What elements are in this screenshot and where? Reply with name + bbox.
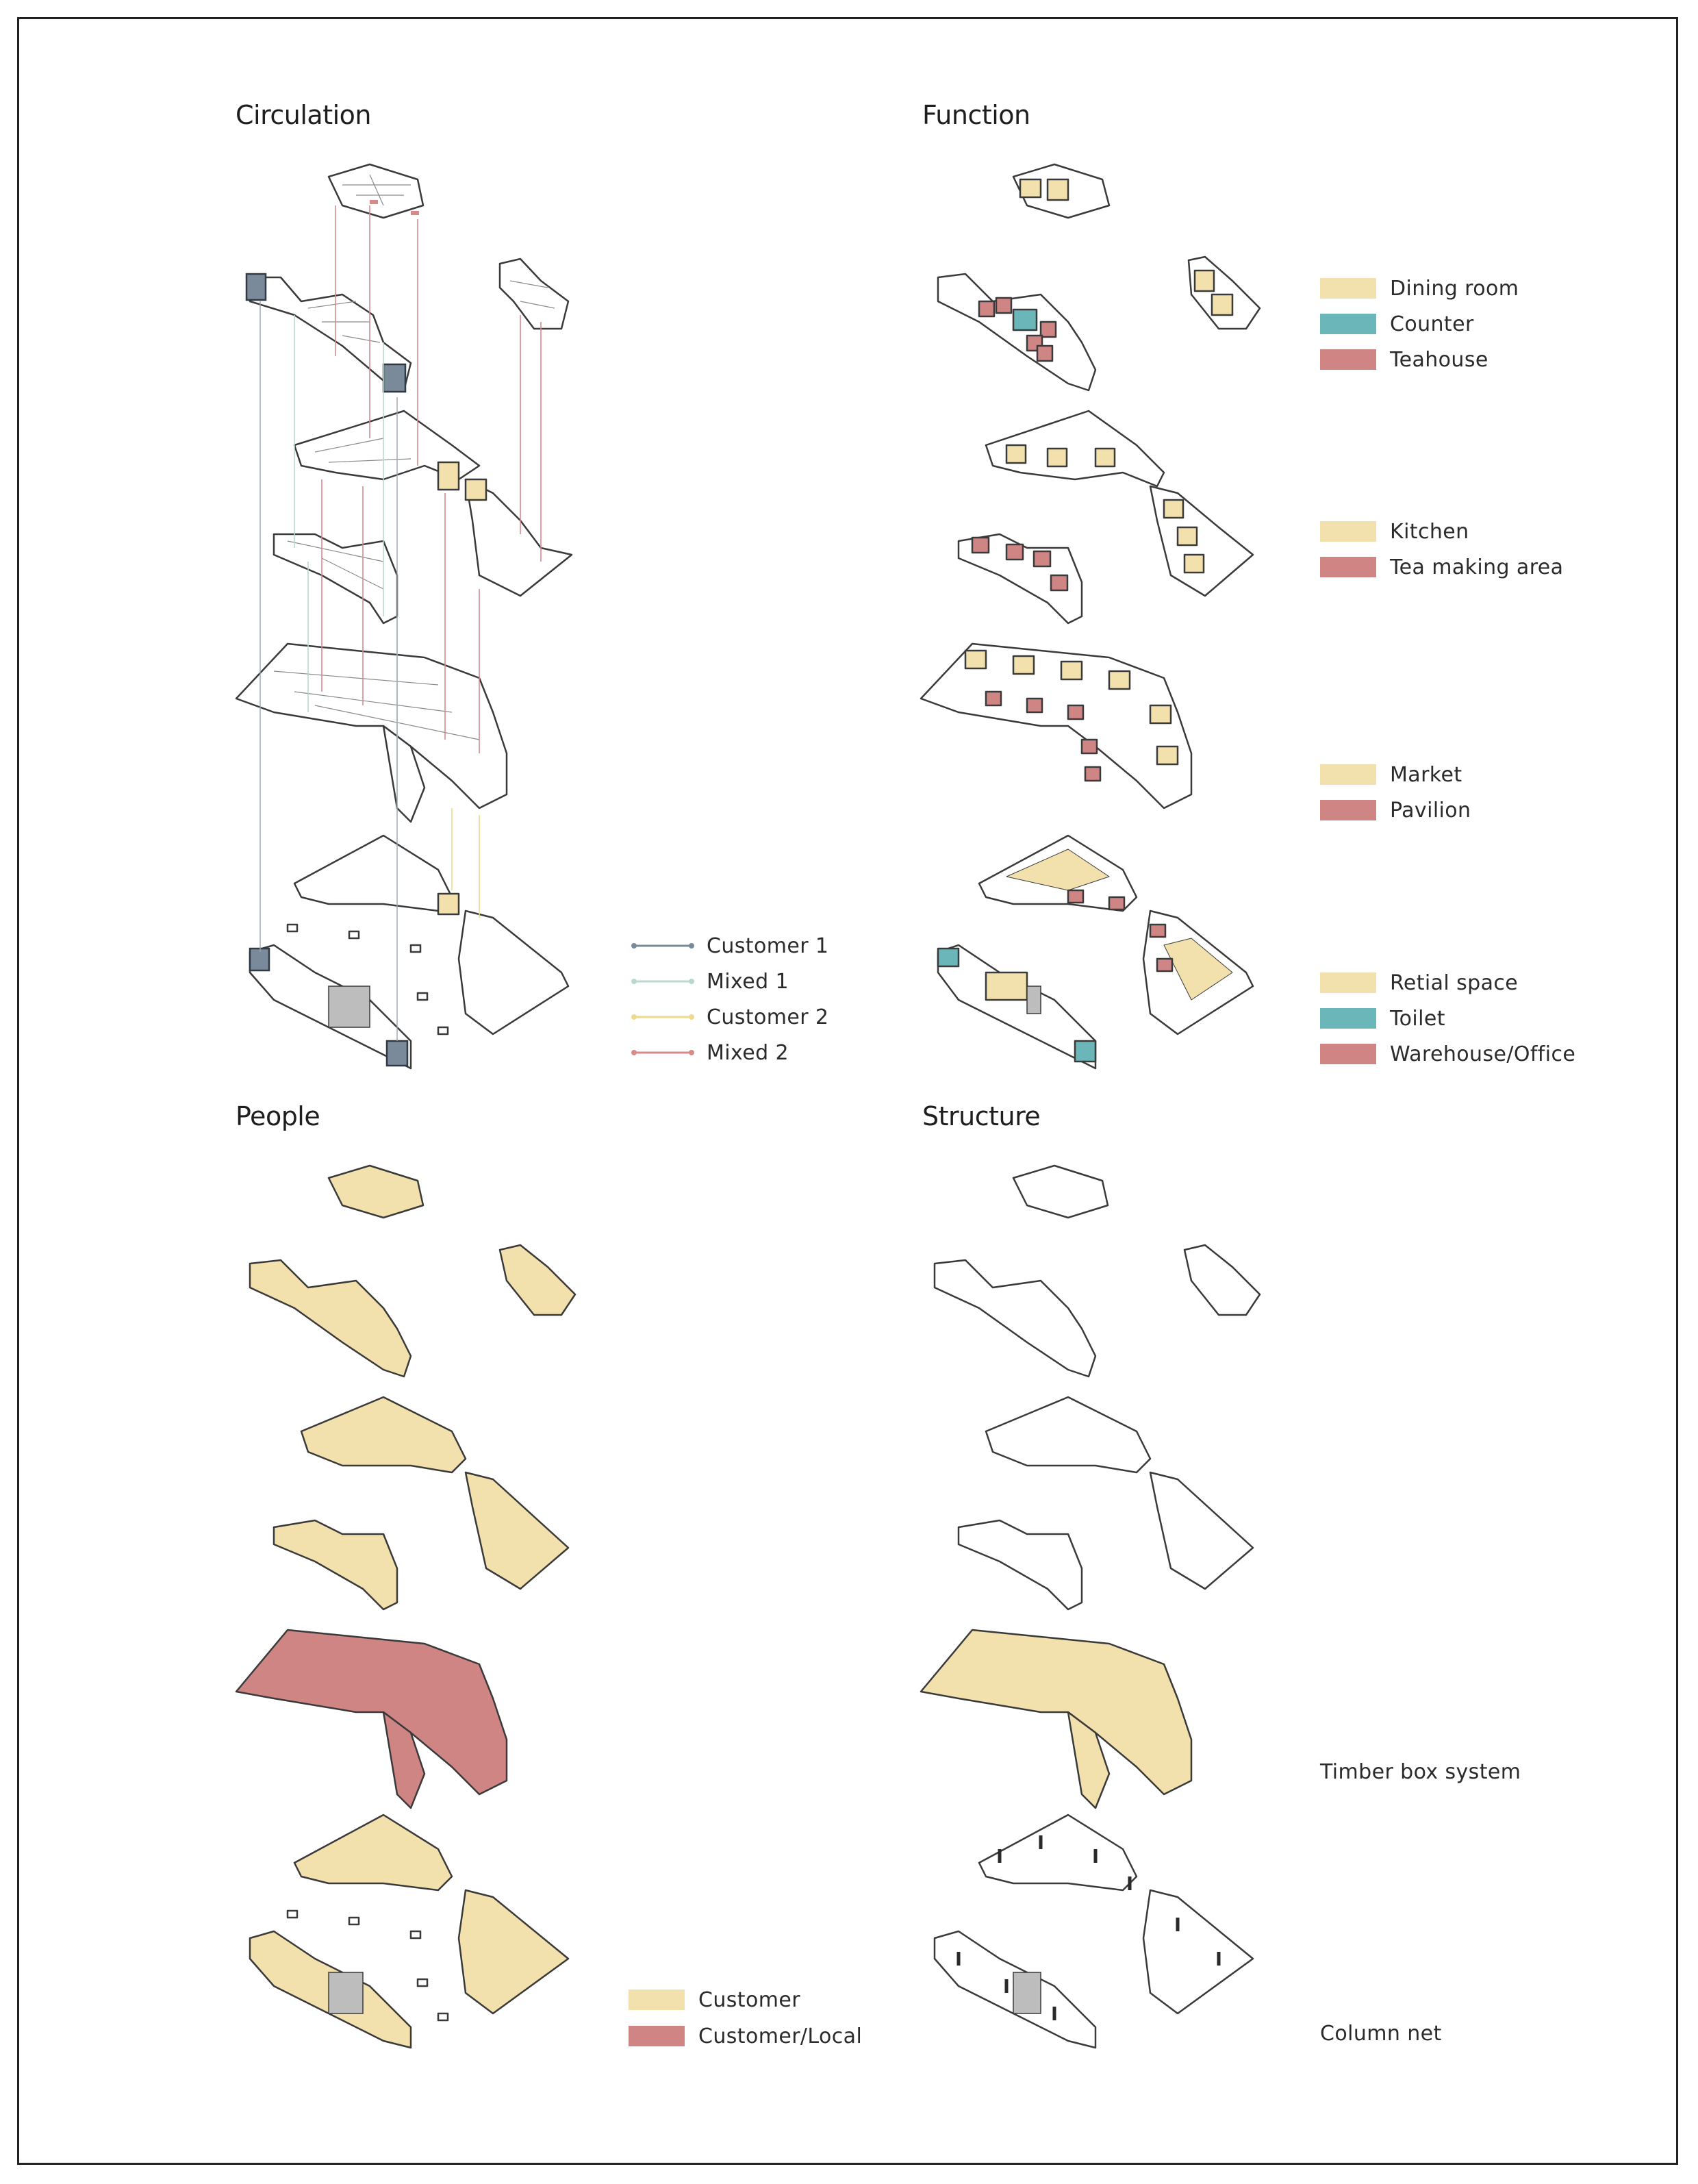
swatch xyxy=(1320,557,1376,577)
line-key-icon xyxy=(631,943,694,949)
legend-mixed-2: Mixed 2 xyxy=(630,1039,789,1066)
legend-label: Pavilion xyxy=(1390,798,1471,823)
legend-label: Customer xyxy=(698,1987,800,2012)
function-drawing xyxy=(920,163,1261,1070)
legend-label: Customer 2 xyxy=(707,1005,829,1029)
swatch xyxy=(629,1990,685,2010)
swatch xyxy=(1320,349,1376,370)
legend-label: Dining room xyxy=(1390,276,1519,301)
swatch xyxy=(1320,521,1376,542)
heading-people: People xyxy=(236,1101,320,1131)
legend-dining-room: Dining room xyxy=(1320,275,1519,302)
legend-customer-1: Customer 1 xyxy=(630,932,828,959)
swatch xyxy=(1320,1008,1376,1029)
swatch xyxy=(1320,314,1376,334)
legend-warehouse-office: Warehouse/Office xyxy=(1320,1040,1575,1068)
swatch xyxy=(1320,764,1376,785)
legend-tea-making-area: Tea making area xyxy=(1320,553,1563,581)
legend-label: Warehouse/Office xyxy=(1390,1042,1576,1066)
swatch xyxy=(1320,972,1376,993)
circulation-drawing xyxy=(235,163,573,1070)
legend-customer-2: Customer 2 xyxy=(630,1003,828,1031)
legend-label: Mixed 2 xyxy=(707,1040,789,1065)
legend-label: Customer/Local xyxy=(698,2024,863,2048)
legend-label: Market xyxy=(1390,762,1462,787)
legend-label: Mixed 1 xyxy=(707,969,789,994)
legend-kitchen: Kitchen xyxy=(1320,518,1469,545)
legend-pavilion: Pavilion xyxy=(1320,796,1471,824)
swatch xyxy=(1320,800,1376,820)
legend-customer: Customer xyxy=(629,1986,800,2013)
heading-structure: Structure xyxy=(922,1101,1041,1131)
legend-label: Customer 1 xyxy=(707,933,829,958)
label-timber-box-system: Timber box system xyxy=(1320,1760,1521,1784)
legend-label: Toilet xyxy=(1390,1006,1445,1031)
swatch xyxy=(1320,1044,1376,1064)
legend-label: Counter xyxy=(1390,312,1474,336)
page-frame xyxy=(17,17,1678,2165)
legend-toilet: Toilet xyxy=(1320,1005,1445,1032)
heading-circulation: Circulation xyxy=(236,100,372,130)
legend-teahouse: Teahouse xyxy=(1320,346,1488,373)
legend-retail-space: Retial space xyxy=(1320,969,1518,996)
legend-label: Tea making area xyxy=(1390,555,1564,579)
legend-mixed-1: Mixed 1 xyxy=(630,968,789,995)
legend-counter: Counter xyxy=(1320,310,1474,338)
swatch xyxy=(629,2026,685,2046)
people-drawing xyxy=(235,1164,576,2049)
legend-customer-local: Customer/Local xyxy=(629,2022,862,2050)
line-key-icon xyxy=(631,979,694,984)
legend-market: Market xyxy=(1320,761,1462,788)
label-column-net: Column net xyxy=(1320,2022,1442,2046)
line-key-icon xyxy=(631,1014,694,1020)
line-key-icon xyxy=(631,1050,694,1055)
structure-drawing xyxy=(920,1164,1261,2049)
legend-label: Teahouse xyxy=(1390,347,1488,372)
swatch xyxy=(1320,278,1376,299)
heading-function: Function xyxy=(922,100,1030,130)
legend-label: Retial space xyxy=(1390,970,1519,995)
legend-label: Kitchen xyxy=(1390,519,1469,544)
